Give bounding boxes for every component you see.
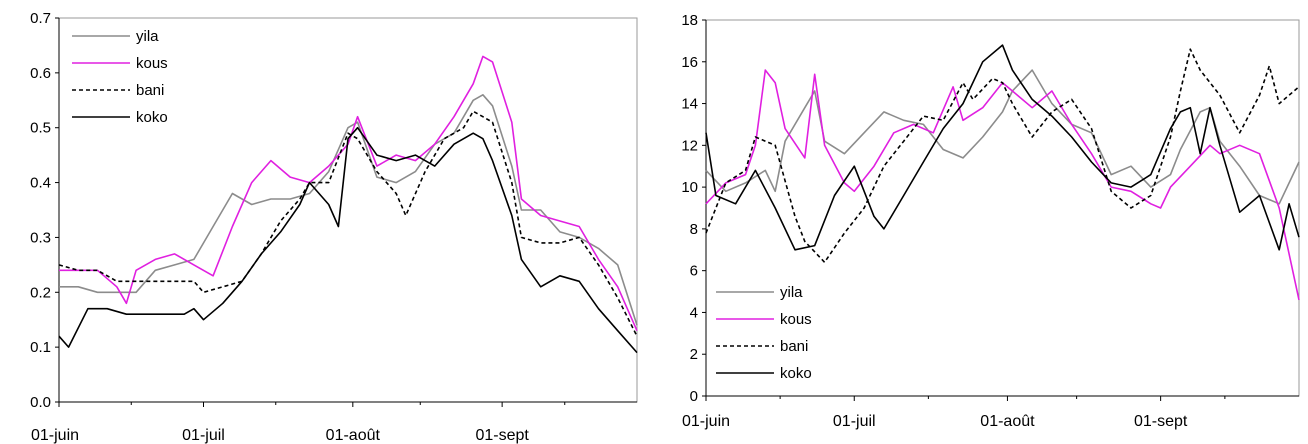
x-tick-label: 01-juin: [682, 413, 730, 430]
series-line-kous: [59, 55, 638, 332]
y-tick-label: 0.4: [30, 175, 51, 192]
x-tick-label: 01-sept: [1134, 413, 1188, 430]
series-line-kous: [705, 69, 1300, 301]
y-tick-label: 4: [690, 304, 698, 321]
legend-label-kous: kous: [136, 55, 168, 72]
series-line-koko: [705, 44, 1300, 251]
y-tick-label: 0.1: [30, 339, 51, 356]
legend-label-koko: koko: [136, 109, 168, 126]
legend-label-bani: bani: [136, 82, 164, 99]
series-line-koko: [58, 126, 638, 354]
y-tick-label: 2: [690, 346, 698, 363]
series-line-bani: [58, 110, 638, 337]
y-tick-label: 8: [690, 221, 698, 238]
chart-right: 0 2 4 6 8 10 12 14 16 18 01-juin 01-juil 01-août 01-s…: [681, 12, 1300, 430]
x-tick-label: 01-août: [980, 413, 1035, 430]
y-tick-label: 16: [681, 54, 698, 71]
y-tick-label: 0.5: [30, 120, 51, 137]
y-tick-label: 0.6: [30, 65, 51, 82]
y-tick-label: 12: [681, 137, 698, 154]
y-tick-label: 0.7: [30, 10, 51, 27]
x-tick-label: 01-sept: [475, 427, 529, 444]
x-tick-label: 01-juil: [833, 413, 876, 430]
series-line-yila: [705, 69, 1300, 205]
series-line-bani: [705, 48, 1300, 264]
y-tick-label: 0: [690, 388, 698, 405]
y-tick-label: 14: [681, 96, 698, 113]
y-tick-label: 0.0: [30, 394, 51, 411]
legend-label-yila: yila: [780, 284, 803, 301]
y-tick-label: 0.2: [30, 284, 51, 301]
x-tick-label: 01-août: [326, 427, 381, 444]
x-tick-label: 01-juin: [31, 427, 79, 444]
y-tick-label: 18: [681, 12, 698, 29]
legend-label-yila: yila: [136, 28, 159, 45]
legend-label-koko: koko: [780, 365, 812, 382]
legend-label-bani: bani: [780, 338, 808, 355]
y-tick-label: 0.3: [30, 229, 51, 246]
y-tick-label: 6: [690, 263, 698, 280]
legend-label-kous: kous: [780, 311, 812, 328]
x-tick-label: 01-juil: [182, 427, 225, 444]
chart-left: 0.0 0.1 0.2 0.3 0.4 0.5 0.6 0.7 01-juin 01-juil 01…: [30, 10, 638, 444]
y-tick-label: 10: [681, 179, 698, 196]
